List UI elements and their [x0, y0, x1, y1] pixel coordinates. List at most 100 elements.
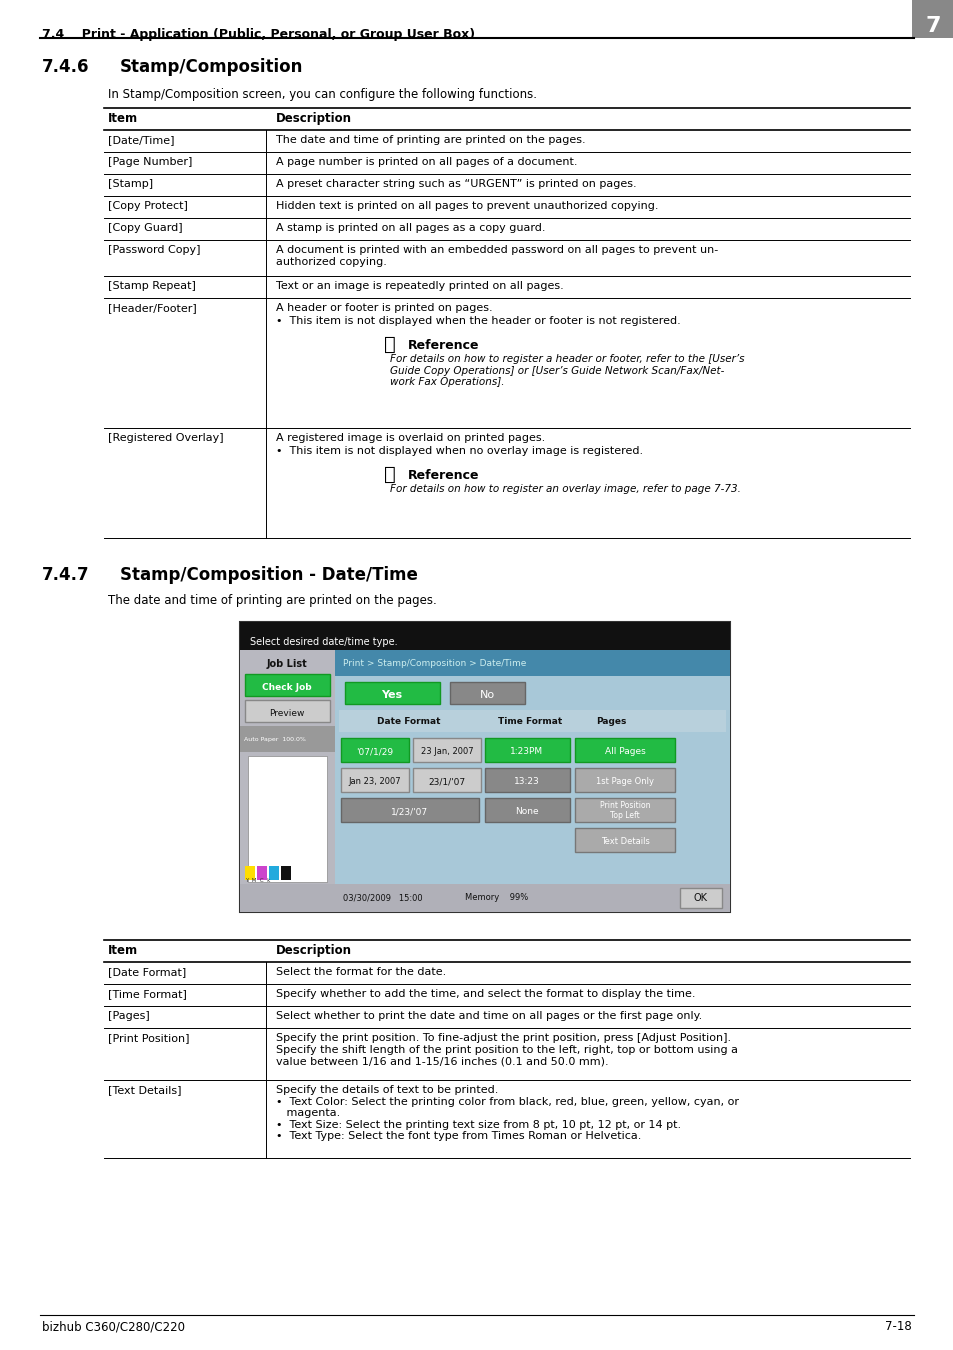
Text: A header or footer is printed on pages.: A header or footer is printed on pages.	[275, 302, 492, 313]
Text: 7.4    Print - Application (Public, Personal, or Group User Box): 7.4 Print - Application (Public, Persona…	[42, 28, 475, 40]
Text: 7: 7	[924, 16, 940, 36]
Text: Select desired date/time type.: Select desired date/time type.	[250, 637, 397, 647]
Text: OK: OK	[693, 892, 707, 903]
Text: Reference: Reference	[408, 339, 479, 352]
Text: 1/23/'07: 1/23/'07	[391, 807, 428, 817]
Text: Y  M  C  k: Y M C k	[245, 878, 270, 883]
Text: Stamp/Composition: Stamp/Composition	[120, 58, 303, 76]
Text: ⧉: ⧉	[384, 335, 395, 354]
Bar	[245, 865, 254, 880]
Text: 13:23: 13:23	[514, 778, 539, 787]
Bar	[335, 649, 729, 676]
Bar	[340, 768, 409, 792]
Text: 7-18: 7-18	[884, 1320, 911, 1332]
Text: Memory    99%: Memory 99%	[464, 894, 528, 903]
Bar	[248, 756, 327, 882]
Text: Yes: Yes	[381, 690, 402, 701]
Text: A document is printed with an embedded password on all pages to prevent un-
auth: A document is printed with an embedded p…	[275, 244, 718, 266]
Text: Date Format: Date Format	[376, 717, 440, 726]
Text: A preset character string such as “URGENT” is printed on pages.: A preset character string such as “URGEN…	[275, 180, 636, 189]
Bar	[240, 884, 729, 913]
Text: All Pages: All Pages	[604, 748, 644, 756]
Text: [Pages]: [Pages]	[108, 1011, 150, 1021]
Text: [Date Format]: [Date Format]	[108, 967, 186, 977]
Text: Select the format for the date.: Select the format for the date.	[275, 967, 446, 977]
Text: ⧉: ⧉	[384, 464, 395, 483]
Bar	[484, 768, 569, 792]
Text: Select whether to print the date and time on all pages or the first page only.: Select whether to print the date and tim…	[275, 1011, 701, 1021]
Bar	[245, 674, 330, 697]
Text: Item: Item	[108, 112, 138, 126]
Text: bizhub C360/C280/C220: bizhub C360/C280/C220	[42, 1320, 185, 1332]
Text: [Time Format]: [Time Format]	[108, 990, 187, 999]
Text: Print Position: Print Position	[599, 802, 650, 810]
Text: None: None	[515, 807, 538, 817]
Bar	[240, 726, 335, 752]
Text: 1:23PM: 1:23PM	[510, 748, 543, 756]
Text: Pages: Pages	[596, 717, 625, 726]
Text: Specify the print position. To fine-adjust the print position, press [Adjust Pos: Specify the print position. To fine-adju…	[275, 1033, 738, 1066]
Text: Check Job: Check Job	[262, 683, 312, 691]
Text: [Page Number]: [Page Number]	[108, 157, 193, 167]
Bar	[413, 738, 480, 761]
Bar	[340, 798, 478, 822]
Text: A page number is printed on all pages of a document.: A page number is printed on all pages of…	[275, 157, 577, 167]
Text: Reference: Reference	[408, 468, 479, 482]
Text: Stamp/Composition - Date/Time: Stamp/Composition - Date/Time	[120, 566, 417, 585]
Text: 7.4.6: 7.4.6	[42, 58, 90, 76]
Bar	[575, 738, 675, 761]
Text: [Text Details]: [Text Details]	[108, 1085, 181, 1095]
Text: [Date/Time]: [Date/Time]	[108, 135, 174, 144]
Bar	[679, 888, 721, 909]
Text: Top Left: Top Left	[610, 811, 639, 821]
Text: [Print Position]: [Print Position]	[108, 1033, 190, 1044]
Text: The date and time of printing are printed on the pages.: The date and time of printing are printe…	[275, 135, 585, 144]
Text: Jan 23, 2007: Jan 23, 2007	[349, 778, 401, 787]
Bar	[345, 682, 439, 703]
Text: •  This item is not displayed when no overlay image is registered.: • This item is not displayed when no ove…	[275, 446, 642, 456]
Text: No: No	[479, 690, 494, 701]
Bar	[450, 682, 524, 703]
Bar	[484, 798, 569, 822]
Text: Item: Item	[108, 944, 138, 957]
Text: The date and time of printing are printed on the pages.: The date and time of printing are printe…	[108, 594, 436, 608]
Bar	[340, 738, 409, 761]
Text: For details on how to register an overlay image, refer to page 7-73.: For details on how to register an overla…	[390, 485, 740, 494]
Text: For details on how to register a header or footer, refer to the [User’s
Guide Co: For details on how to register a header …	[390, 354, 743, 387]
Text: [Copy Guard]: [Copy Guard]	[108, 223, 182, 234]
Text: 1st Page Only: 1st Page Only	[596, 778, 654, 787]
Text: 7.4.7: 7.4.7	[42, 566, 90, 585]
Text: Auto Paper  100.0%: Auto Paper 100.0%	[244, 737, 306, 742]
Text: Preview: Preview	[269, 709, 304, 717]
Bar	[575, 768, 675, 792]
Text: Print > Stamp/Composition > Date/Time: Print > Stamp/Composition > Date/Time	[343, 660, 526, 668]
Text: Specify whether to add the time, and select the format to display the time.: Specify whether to add the time, and sel…	[275, 990, 695, 999]
Text: '07/1/29: '07/1/29	[356, 748, 394, 756]
Bar	[256, 865, 267, 880]
Bar	[281, 865, 291, 880]
Bar	[240, 649, 335, 913]
Bar	[911, 0, 953, 38]
Text: 03/30/2009   15:00: 03/30/2009 15:00	[343, 894, 422, 903]
Text: Description: Description	[275, 112, 352, 126]
Text: Time Format: Time Format	[497, 717, 561, 726]
Bar	[240, 622, 729, 649]
Bar	[269, 865, 278, 880]
Text: [Stamp Repeat]: [Stamp Repeat]	[108, 281, 195, 292]
Bar	[245, 701, 330, 722]
Bar	[575, 798, 675, 822]
Text: [Password Copy]: [Password Copy]	[108, 244, 200, 255]
Text: Hidden text is printed on all pages to prevent unauthorized copying.: Hidden text is printed on all pages to p…	[275, 201, 658, 211]
Text: Job List: Job List	[266, 659, 307, 670]
Bar	[484, 738, 569, 761]
Text: Text or an image is repeatedly printed on all pages.: Text or an image is repeatedly printed o…	[275, 281, 563, 292]
Text: Text Details: Text Details	[600, 837, 649, 846]
Text: [Copy Protect]: [Copy Protect]	[108, 201, 188, 211]
Bar	[338, 710, 725, 732]
Text: A registered image is overlaid on printed pages.: A registered image is overlaid on printe…	[275, 433, 545, 443]
Text: 23/1/'07: 23/1/'07	[428, 778, 465, 787]
Text: A stamp is printed on all pages as a copy guard.: A stamp is printed on all pages as a cop…	[275, 223, 545, 234]
Bar	[575, 828, 675, 852]
Text: [Header/Footer]: [Header/Footer]	[108, 302, 196, 313]
Text: Specify the details of text to be printed.
•  Text Color: Select the printing co: Specify the details of text to be printe…	[275, 1085, 739, 1141]
